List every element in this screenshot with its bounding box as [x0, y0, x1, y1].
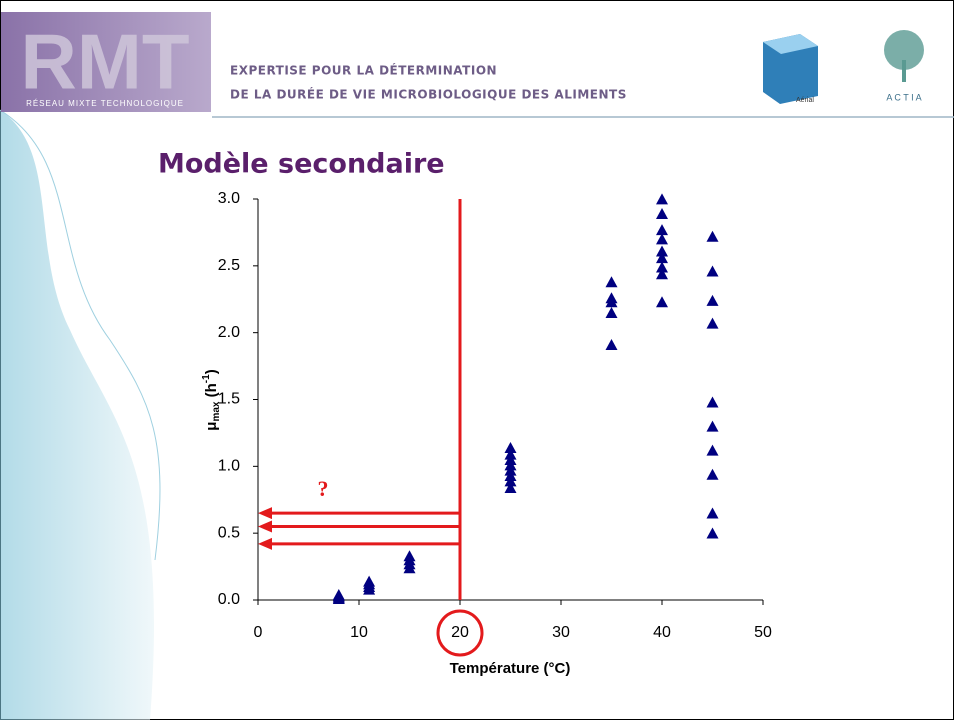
y-axis-label-part: ) [203, 369, 220, 374]
data-point [403, 550, 416, 562]
x-tick-label: 0 [254, 624, 263, 641]
actia-trunk [902, 60, 906, 82]
chart: 0.0 0.5 1.0 1.5 2.0 2.5 3.0 0 10 20 30 40 50 Températ… [201, 190, 772, 677]
data-point [706, 444, 719, 456]
actia-tree [884, 30, 924, 70]
aerial-logo [763, 34, 818, 104]
logo-band [1, 12, 211, 112]
actia-caption: A C T I A [886, 92, 921, 102]
aerial-logo-top [763, 34, 818, 54]
data-point [605, 276, 618, 288]
arrow-head [258, 520, 272, 533]
y-axis-label-part: -1 [201, 374, 212, 383]
x-tick-label: 30 [552, 624, 570, 641]
data-point [706, 527, 719, 539]
arrow-head [258, 537, 272, 550]
header-line: DE LA DURÉE DE VIE MICROBIOLOGIQUE DES A… [230, 87, 627, 102]
data-point [656, 245, 668, 257]
decor-swirl [0, 110, 154, 720]
data-point [605, 306, 618, 318]
data-point [504, 482, 517, 494]
slide-title: Modèle secondaire [158, 149, 445, 180]
data-point [656, 208, 668, 220]
y-tick-label: 1.0 [218, 458, 240, 475]
data-point [656, 296, 668, 308]
x-axis-label: Température (°C) [450, 660, 571, 677]
aerial-caption: Aérial [796, 97, 814, 104]
data-point [504, 448, 517, 460]
data-point [332, 588, 345, 600]
x-tick-label: 10 [350, 624, 368, 641]
arrow-head [258, 507, 272, 520]
decor-line [0, 109, 161, 561]
data-point [656, 252, 668, 264]
x-tick-label: 20 [451, 624, 469, 641]
y-tick-label: 0.0 [218, 591, 240, 608]
y-axis-label: μmax (h-1) [201, 369, 222, 430]
data-point [706, 468, 719, 480]
y-axis-label-part: max [211, 401, 222, 421]
y-tick-label: 2.0 [218, 324, 240, 341]
y-tick-label: 2.5 [218, 257, 240, 274]
data-point [656, 261, 668, 273]
logo-text: RMT [21, 18, 190, 106]
data-point [656, 268, 668, 280]
data-point [656, 233, 668, 245]
y-axis-label-part: μ [203, 422, 220, 431]
data-point [706, 294, 719, 306]
data-point [706, 420, 719, 432]
y-axis-label-part: (h [203, 383, 220, 401]
x-tick-label: 50 [754, 624, 772, 641]
y-tick-label: 3.0 [218, 190, 240, 207]
data-point [605, 292, 618, 304]
header-line: EXPERTISE POUR LA DÉTERMINATION [230, 63, 497, 78]
x-tick-label: 40 [653, 624, 671, 641]
data-point [706, 265, 719, 277]
y-tick-label: 0.5 [218, 524, 240, 541]
data-point [605, 339, 618, 351]
data-point [706, 317, 719, 329]
data-point [363, 575, 376, 587]
data-point [504, 441, 517, 453]
data-point [706, 230, 719, 242]
annotation: ? [318, 476, 329, 501]
marker-circle [436, 609, 484, 657]
data-point [656, 193, 668, 205]
data-point [656, 224, 668, 236]
logo-caption: RÉSEAU MIXTE TECHNOLOGIQUE [26, 99, 184, 108]
data-point [706, 507, 719, 519]
data-point [706, 396, 719, 408]
y-tick-label: 1.5 [218, 391, 240, 408]
